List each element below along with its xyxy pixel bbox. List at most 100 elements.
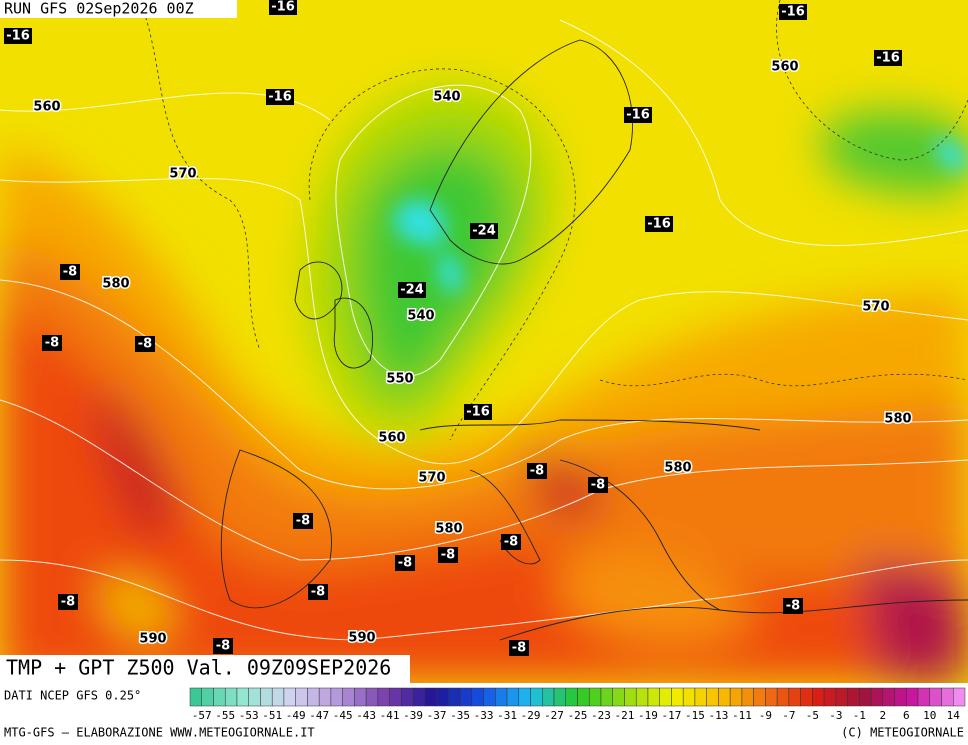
scale-label: -5	[806, 709, 819, 722]
height-label: 590	[348, 631, 375, 646]
height-label: 560	[771, 60, 798, 75]
scale-label: -13	[708, 709, 728, 722]
temperature-label-box	[266, 89, 294, 105]
scale-swatch	[647, 687, 660, 707]
scale-label: -31	[497, 709, 517, 722]
temperature-label: -16	[781, 5, 805, 20]
scale-swatch	[307, 687, 320, 707]
scale-swatch	[401, 687, 414, 707]
scale-swatch	[330, 687, 343, 707]
temperature-label: -8	[786, 599, 800, 614]
scale-label: -39	[403, 709, 423, 722]
scale-label: 6	[903, 709, 910, 722]
scale-swatch	[318, 687, 332, 707]
scale-swatch	[213, 687, 226, 707]
temperature-label: -16	[466, 405, 490, 420]
height-label: 580	[435, 522, 462, 537]
height-label: 540	[407, 309, 434, 324]
height-label: 580	[664, 461, 691, 476]
temperature-label-box	[4, 28, 32, 44]
temperature-label-box	[269, 0, 297, 15]
temperature-label-box	[509, 640, 529, 656]
scale-swatch	[682, 687, 696, 707]
height-label: 560	[33, 100, 60, 115]
scale-label: -53	[239, 709, 259, 722]
height-label: 550	[386, 372, 413, 387]
scale-swatch	[565, 687, 578, 707]
temperature-label-box	[779, 4, 807, 20]
scale-swatch	[859, 687, 872, 707]
height-label: 560	[378, 431, 405, 446]
temperature-label-box	[464, 404, 492, 420]
scale-label: -1	[853, 709, 866, 722]
temperature-label-box	[395, 555, 415, 571]
scale-label: -51	[262, 709, 282, 722]
temperature-label-box	[588, 477, 608, 493]
scale-swatch	[577, 687, 590, 707]
run-box	[0, 0, 237, 18]
scale-swatch	[917, 687, 931, 707]
temperature-label-box	[783, 598, 803, 614]
temperature-label: -8	[63, 265, 77, 280]
scale-label: -33	[474, 709, 494, 722]
scale-swatch	[706, 687, 719, 707]
scale-swatch	[224, 687, 238, 707]
scale-label: -57	[192, 709, 212, 722]
scale-label: 14	[947, 709, 961, 722]
temperature-label-box	[42, 335, 62, 351]
scale-swatch	[553, 687, 567, 707]
scale-label: -21	[615, 709, 635, 722]
scale-swatch	[518, 687, 531, 707]
temperature-label: -8	[296, 514, 310, 529]
scale-swatch	[635, 687, 649, 707]
scale-swatch	[776, 687, 790, 707]
temperature-label: -24	[400, 283, 424, 298]
scale-swatch	[424, 687, 437, 707]
scale-swatch	[765, 687, 778, 707]
source-label: DATI NCEP GFS 0.25°	[4, 689, 141, 703]
scale-swatch	[953, 687, 966, 707]
height-label: 590	[139, 632, 166, 647]
temperature-label-box	[58, 594, 78, 610]
temperature-label: -8	[216, 639, 230, 654]
scale-label: -29	[521, 709, 541, 722]
scale-swatch	[448, 687, 461, 707]
scale-swatch	[283, 687, 296, 707]
scale-label: -3	[829, 709, 842, 722]
scale-label: -35	[450, 709, 470, 722]
scale-label: -37	[427, 709, 447, 722]
height-label: 540	[433, 90, 460, 105]
scale-swatch	[459, 687, 473, 707]
temperature-label: -8	[61, 595, 75, 610]
scale-label: -9	[759, 709, 772, 722]
scale-swatch	[812, 687, 825, 707]
temperature-label-box	[438, 547, 458, 563]
scale-swatch	[260, 687, 273, 707]
scale-label: -49	[286, 709, 306, 722]
scale-swatch	[823, 687, 837, 707]
temperature-label: -8	[441, 548, 455, 563]
scale-label: -15	[685, 709, 705, 722]
temperature-label: -8	[530, 464, 544, 479]
scale-label: -55	[215, 709, 235, 722]
temperature-contours	[139, 0, 968, 441]
title-box	[0, 655, 410, 683]
scale-swatch	[377, 687, 390, 707]
scale-swatch	[342, 687, 355, 707]
scale-swatch	[295, 687, 308, 707]
scale-swatch	[495, 687, 508, 707]
scale-swatch	[929, 687, 942, 707]
scale-swatch	[542, 687, 555, 707]
scale-swatch	[506, 687, 520, 707]
temperature-label: -16	[271, 0, 295, 15]
temperature-label: -8	[512, 641, 526, 656]
temperature-label: -8	[311, 585, 325, 600]
scale-label: -27	[544, 709, 564, 722]
scale-swatch	[365, 687, 379, 707]
temperature-label-box	[624, 107, 652, 123]
scale-swatch	[600, 687, 613, 707]
temperature-label: -16	[876, 51, 900, 66]
temperature-label: -8	[138, 337, 152, 352]
scale-swatch	[870, 687, 884, 707]
scale-label: 10	[923, 709, 936, 722]
